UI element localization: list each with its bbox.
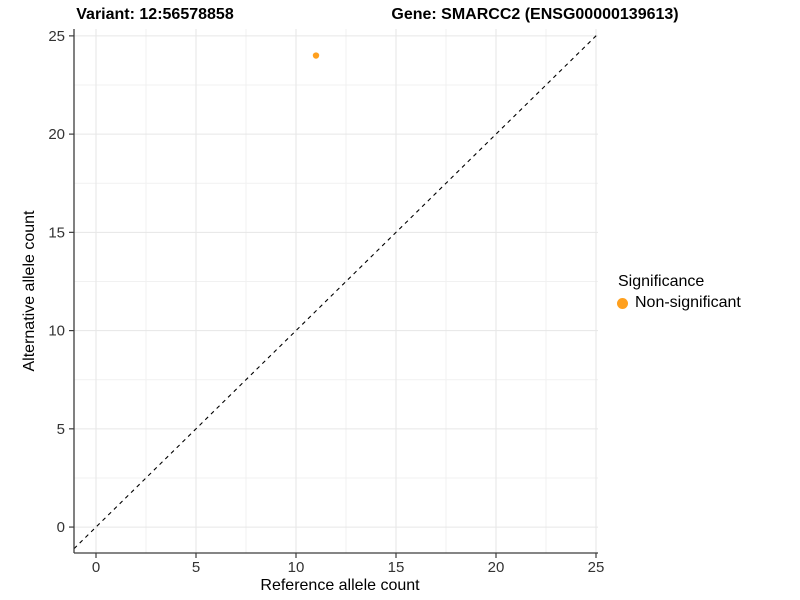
data-point (312, 52, 320, 59)
legend-item-non-significant: Non-significant (617, 294, 741, 312)
y-tick-label: 5 (57, 421, 65, 438)
y-tick-label: 0 (57, 519, 65, 536)
legend-point-icon (617, 297, 628, 309)
identity-dashed-line (73, 33, 599, 550)
y-tick-label: 25 (48, 28, 65, 45)
y-tick-label: 10 (48, 323, 65, 340)
x-axis-title: Reference allele count (260, 577, 420, 594)
legend-item-label: Non-significant (635, 294, 741, 311)
legend: Significance Non-significant (617, 273, 741, 312)
variant-title: Variant: 12:56578858 (76, 6, 234, 23)
x-tick-label: 5 (192, 559, 200, 576)
y-tick-label: 20 (48, 126, 65, 143)
y-tick-label: 15 (48, 224, 65, 241)
gene-title: Gene: SMARCC2 (ENSG00000139613) (391, 6, 679, 23)
legend-title: Significance (618, 273, 705, 290)
y-axis-title: Alternative allele count (21, 210, 38, 372)
x-tick-label: 20 (488, 559, 505, 576)
x-tick-label: 10 (288, 559, 305, 576)
x-tick-label: 15 (388, 559, 405, 576)
x-tick-label: 0 (92, 559, 100, 576)
x-tick-label: 25 (588, 559, 605, 576)
